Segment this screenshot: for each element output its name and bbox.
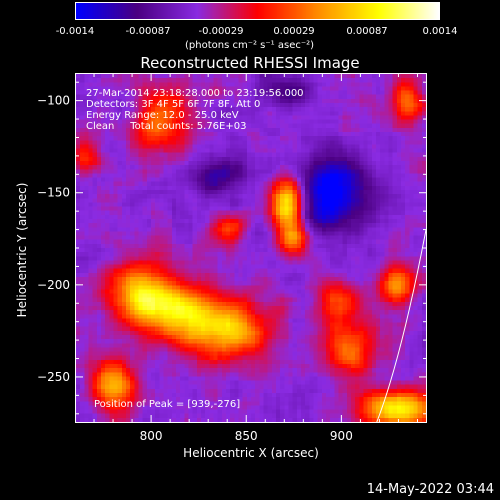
x-tick-label: 900 bbox=[330, 429, 353, 443]
colorbar-tick-label: 0.00087 bbox=[346, 26, 388, 37]
x-tick-label: 800 bbox=[140, 429, 163, 443]
annotation-detectors: Detectors: 3F 4F 5F 6F 7F 8F, Att 0 bbox=[86, 99, 261, 110]
annotation-clean-counts: Clean Total counts: 5.76E+03 bbox=[86, 121, 247, 132]
colorbar-unit-label: (photons cm⁻² s⁻¹ asec⁻²) bbox=[185, 40, 315, 51]
solar-limb-curve bbox=[376, 229, 426, 422]
y-tick-label: −150 bbox=[37, 186, 70, 200]
colorbar-gradient bbox=[76, 3, 439, 19]
y-axis-label: Heliocentric Y (arcsec) bbox=[15, 182, 29, 318]
overlay-layer bbox=[376, 229, 426, 422]
y-tick-label: −100 bbox=[37, 94, 70, 108]
annotation-time-range: 27-Mar-2014 23:18:28.000 to 23:19:56.000 bbox=[86, 88, 304, 99]
peak-position-label: Position of Peak = [939,-276] bbox=[94, 399, 241, 410]
x-axis-label: Heliocentric X (arcsec) bbox=[183, 446, 319, 460]
colorbar-tick-label: -0.00029 bbox=[198, 26, 244, 37]
plot-area: 27-Mar-2014 23:18:28.000 to 23:19:56.000… bbox=[75, 73, 427, 423]
x-tick-label: 850 bbox=[235, 429, 258, 443]
y-tick-label: −200 bbox=[37, 278, 70, 292]
y-tick-label: −250 bbox=[37, 370, 70, 384]
colorbar bbox=[75, 2, 440, 20]
colorbar-tick-label: -0.00087 bbox=[125, 26, 171, 37]
colorbar-tick-label: 0.0014 bbox=[422, 26, 458, 37]
chart-title: Reconstructed RHESSI Image bbox=[140, 54, 360, 72]
colorbar-tick-label: -0.0014 bbox=[55, 26, 95, 37]
heatmap-image bbox=[76, 74, 426, 422]
colorbar-tick-label: 0.00029 bbox=[273, 26, 315, 37]
annotation-energy-range: Energy Range: 12.0 - 25.0 keV bbox=[86, 110, 239, 121]
footer-timestamp: 14-May-2022 03:44 bbox=[366, 482, 494, 497]
